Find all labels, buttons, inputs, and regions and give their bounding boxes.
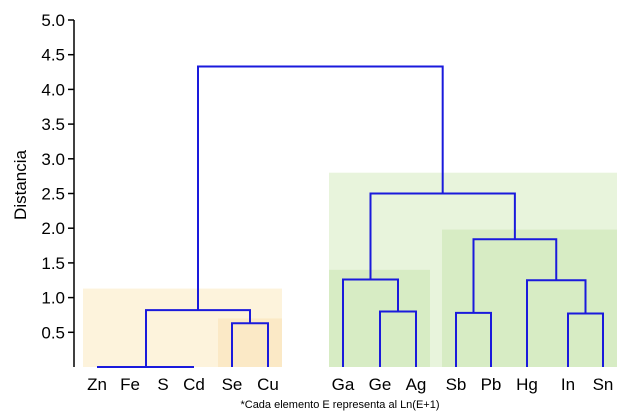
leaf-label-ga: Ga <box>332 375 355 394</box>
y-tick-label: 3.0 <box>41 150 65 169</box>
y-axis: 0.5 1.0 1.5 2.0 2.5 3.0 3.5 4.0 4.5 5.0 <box>41 11 75 367</box>
y-tick-label: 5.0 <box>41 11 65 30</box>
leaf-label-in: In <box>561 375 575 394</box>
cluster-region-2 <box>218 318 282 367</box>
cluster-regions <box>83 172 617 367</box>
y-tick-label: 4.5 <box>41 46 65 65</box>
leaf-label-se: Se <box>222 375 243 394</box>
leaf-label-fe: Fe <box>120 375 140 394</box>
y-tick-label: 1.0 <box>41 289 65 308</box>
leaf-labels: Zn Fe S Cd Se Cu Ga Ge Ag Sb Pb Hg In Sn <box>87 375 613 394</box>
y-tick-label: 2.5 <box>41 185 65 204</box>
leaf-label-s: S <box>157 375 168 394</box>
y-tick-label: 0.5 <box>41 323 65 342</box>
leaf-label-cu: Cu <box>257 375 279 394</box>
y-axis-label: Distancia <box>11 149 30 219</box>
leaf-label-ag: Ag <box>406 375 427 394</box>
leaf-label-pb: Pb <box>481 375 502 394</box>
leaf-label-zn: Zn <box>87 375 107 394</box>
y-tick-label: 1.5 <box>41 254 65 273</box>
dendrogram-links <box>97 65 604 368</box>
y-tick-label: 3.5 <box>41 115 65 134</box>
y-tick-label: 4.0 <box>41 80 65 99</box>
cluster-region-5 <box>442 229 617 367</box>
leaf-label-sb: Sb <box>446 375 467 394</box>
leaf-label-cd: Cd <box>183 375 205 394</box>
dendrogram-link <box>197 65 444 311</box>
leaf-label-ge: Ge <box>369 375 392 394</box>
y-tick-label: 2.0 <box>41 219 65 238</box>
footnote: *Cada elemento E representa al Ln(E+1) <box>240 399 439 411</box>
leaf-label-hg: Hg <box>516 375 538 394</box>
leaf-label-sn: Sn <box>593 375 614 394</box>
